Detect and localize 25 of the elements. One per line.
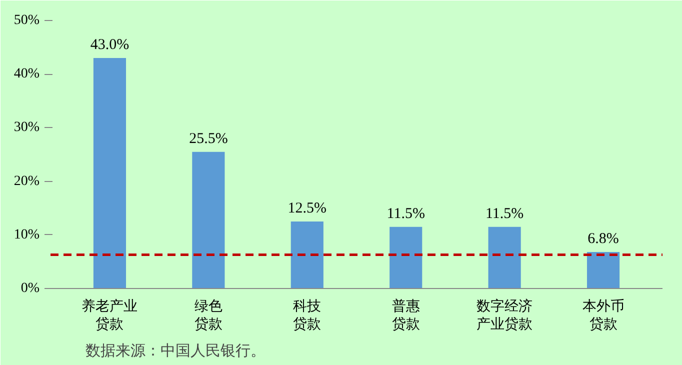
x-tick-label: 科技贷款 (293, 298, 322, 332)
bar (290, 222, 324, 288)
bar (93, 58, 126, 288)
bar (488, 226, 521, 288)
data-label: 6.8% (588, 231, 619, 248)
y-tick-label: 50% (14, 13, 40, 28)
y-tick-label: 0% (20, 281, 40, 296)
y-tick-label: 20% (14, 174, 40, 189)
x-tick-label: 养老产业贷款 (82, 298, 138, 332)
data-label: 43.0% (90, 37, 130, 54)
y-tick-label: 30% (14, 120, 40, 136)
y-tick-label: 10% (14, 227, 40, 242)
data-label: 12.5% (288, 200, 327, 216)
bar (390, 226, 422, 288)
x-tick-label: 数字经济产业贷款 (476, 298, 533, 332)
bar (586, 252, 620, 288)
x-tick-label: 绿色贷款 (194, 298, 222, 332)
y-tick-label: 40% (14, 66, 40, 82)
x-tick-label: 本外币贷款 (582, 298, 624, 332)
x-tick-label: 普惠贷款 (392, 298, 420, 332)
bar (192, 152, 225, 288)
data-label: 11.5% (386, 206, 425, 222)
source-note: 数据来源：中国人民银行。 (86, 342, 266, 360)
data-label: 11.5% (485, 206, 524, 222)
data-label: 25.5% (189, 130, 228, 147)
